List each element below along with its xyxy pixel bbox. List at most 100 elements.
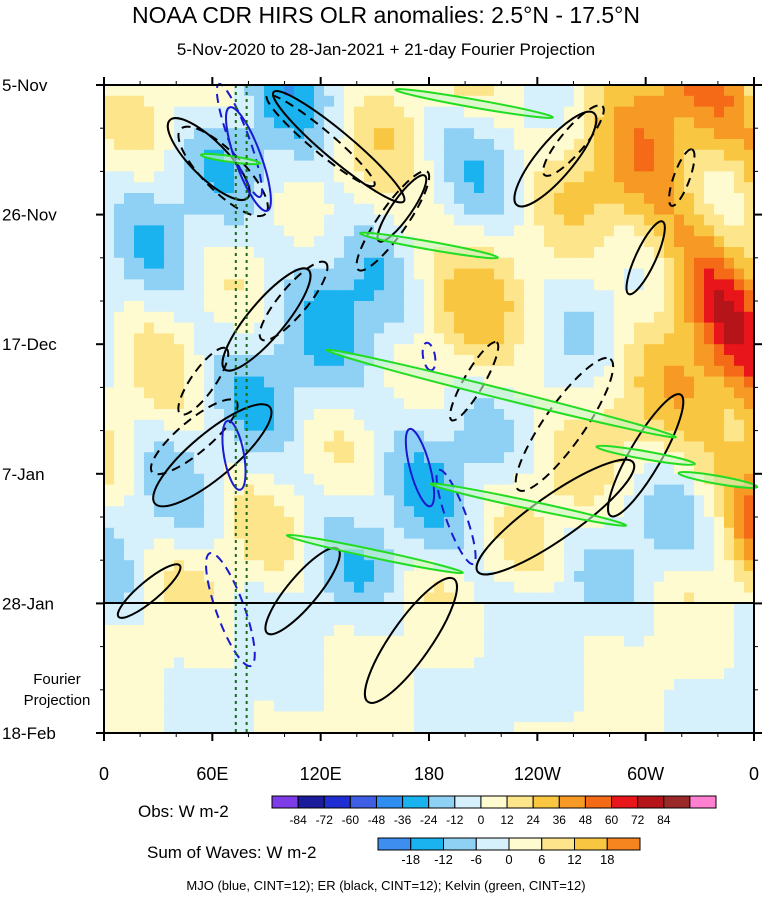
heat-cell <box>314 592 325 604</box>
heat-cell <box>554 365 565 378</box>
colorbar-swatch <box>606 837 641 851</box>
heat-cell <box>184 463 195 475</box>
heat-cell <box>334 117 345 129</box>
heat-cell <box>104 279 115 291</box>
heat-cell <box>494 203 505 216</box>
heat-cell <box>594 722 605 734</box>
heat-cell <box>464 311 475 324</box>
heat-cell <box>654 257 665 270</box>
heat-cell <box>574 711 585 723</box>
heat-cell <box>244 441 255 453</box>
heat-cell <box>544 495 555 507</box>
heat-cell <box>614 85 625 97</box>
heat-cell <box>274 398 285 410</box>
heat-cell <box>644 301 655 313</box>
heat-cell <box>664 225 675 237</box>
heat-cell <box>634 409 645 421</box>
heat-cell <box>214 495 225 507</box>
heat-cell <box>654 592 665 604</box>
colorbar-tick-label: 6 <box>538 852 545 867</box>
heat-cell <box>484 571 495 583</box>
heat-cell <box>664 517 675 529</box>
heat-cell <box>544 376 555 388</box>
heat-cell <box>404 430 415 442</box>
kelvin-contour <box>394 88 554 119</box>
heat-cell <box>514 722 525 734</box>
heat-cell <box>324 506 335 518</box>
heat-cell <box>584 527 595 540</box>
heat-cell <box>154 139 165 151</box>
heat-cell <box>704 95 715 108</box>
heat-cell <box>614 333 625 345</box>
heat-cell <box>654 387 665 399</box>
heat-cell <box>674 538 685 550</box>
heat-cell <box>694 344 705 356</box>
heat-cell <box>654 538 665 550</box>
heat-cell <box>254 128 265 140</box>
heat-cell <box>204 257 215 270</box>
heat-cell <box>184 171 195 183</box>
heat-cell <box>744 344 755 356</box>
heat-cell <box>454 635 465 648</box>
heat-cell <box>614 722 625 734</box>
heat-cell <box>474 441 485 453</box>
heat-cell <box>424 301 435 313</box>
heat-cell <box>734 257 745 270</box>
heat-cell <box>394 117 405 129</box>
heat-cell <box>254 387 265 399</box>
heat-cell <box>684 290 695 302</box>
heat-cell <box>624 700 635 712</box>
heat-cell <box>474 517 485 529</box>
heat-cell <box>104 322 115 334</box>
heat-cell <box>444 365 455 378</box>
heat-cell <box>584 279 595 291</box>
heat-cell <box>264 452 275 464</box>
heat-cell <box>244 290 255 302</box>
heat-cell <box>424 517 435 529</box>
heat-cell <box>264 689 275 702</box>
heat-cell <box>724 571 735 583</box>
heat-cell <box>644 322 655 334</box>
heat-cell <box>284 106 295 118</box>
heat-cell <box>474 657 485 669</box>
heat-cell <box>304 128 315 140</box>
heat-cell <box>244 365 255 378</box>
heat-cell <box>284 441 295 453</box>
heat-cell <box>254 700 265 712</box>
heat-cell <box>474 592 485 604</box>
heat-cell <box>544 106 555 118</box>
heat-cell <box>504 355 515 367</box>
heat-cell <box>364 171 375 183</box>
heat-cell <box>264 236 275 248</box>
heat-cell <box>194 592 205 604</box>
heat-cell <box>424 452 435 464</box>
heat-cell <box>514 560 525 572</box>
heat-cell <box>224 517 235 529</box>
heat-cell <box>404 679 415 691</box>
heat-cell <box>254 473 265 486</box>
heat-cell <box>594 603 605 615</box>
heat-cell <box>504 311 515 324</box>
colorbar-swatch <box>637 795 665 809</box>
heat-cell <box>734 646 745 658</box>
heat-cell <box>354 635 365 648</box>
heat-cell <box>234 473 245 486</box>
heat-cell <box>404 268 415 280</box>
heat-cell <box>744 128 755 140</box>
heat-cell <box>714 495 725 507</box>
heat-cell <box>734 182 745 194</box>
heat-cell <box>384 149 395 162</box>
heat-cell <box>704 409 715 421</box>
heat-cell <box>724 365 735 378</box>
heat-cell <box>714 236 725 248</box>
heat-cell <box>614 257 625 270</box>
heat-cell <box>714 592 725 604</box>
heat-cell <box>234 517 245 529</box>
heat-cell <box>524 700 535 712</box>
heat-cell <box>374 290 385 302</box>
heat-cell <box>254 85 265 97</box>
heat-cell <box>534 160 545 172</box>
heat-cell <box>134 484 145 496</box>
heat-cell <box>504 322 515 334</box>
heat-cell <box>464 301 475 313</box>
